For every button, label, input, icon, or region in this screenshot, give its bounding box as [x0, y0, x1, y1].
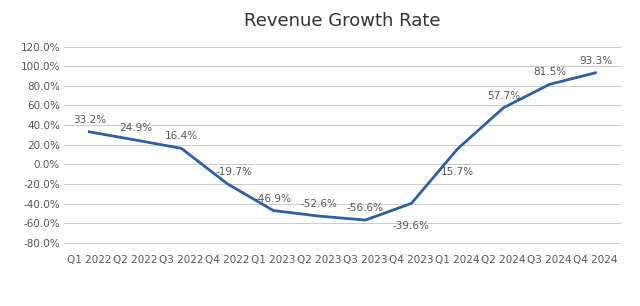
Text: -56.6%: -56.6%: [347, 203, 384, 213]
Text: -52.6%: -52.6%: [301, 199, 338, 209]
Text: 57.7%: 57.7%: [487, 91, 520, 101]
Text: 33.2%: 33.2%: [73, 115, 106, 125]
Title: Revenue Growth Rate: Revenue Growth Rate: [244, 12, 441, 30]
Text: 15.7%: 15.7%: [441, 167, 474, 177]
Text: 24.9%: 24.9%: [119, 123, 152, 133]
Text: -39.6%: -39.6%: [393, 222, 430, 231]
Text: 16.4%: 16.4%: [164, 131, 198, 141]
Text: -19.7%: -19.7%: [216, 167, 253, 177]
Text: 93.3%: 93.3%: [579, 56, 612, 66]
Text: 81.5%: 81.5%: [533, 67, 566, 77]
Text: -46.9%: -46.9%: [255, 194, 292, 203]
